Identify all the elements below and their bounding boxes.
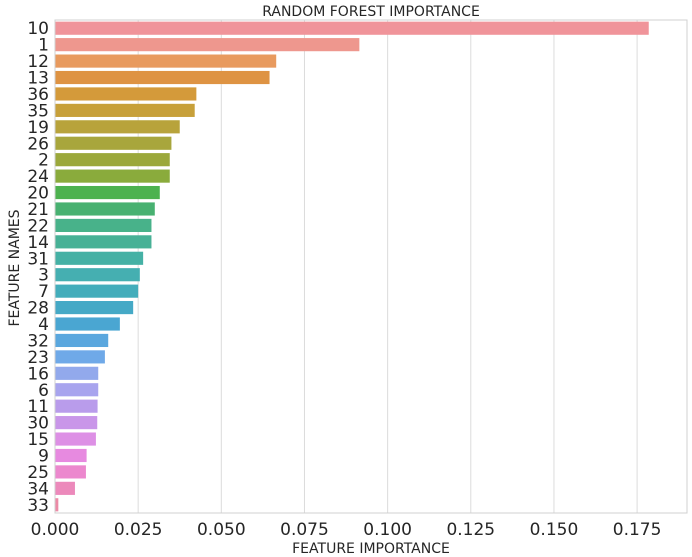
y-tick-label: 2 xyxy=(38,151,49,171)
y-tick-label: 30 xyxy=(27,414,49,434)
y-tick-label: 26 xyxy=(27,134,49,154)
x-tick-labels: 0.000 0.025 0.050 0.075 0.100 0.125 0.150 0.175 xyxy=(31,520,662,540)
y-tick-label: 23 xyxy=(27,348,49,368)
bar-feature-10 xyxy=(55,21,649,35)
bar-feature-26 xyxy=(55,136,172,150)
y-tick-label: 16 xyxy=(27,364,49,384)
bar-feature-14 xyxy=(55,235,152,249)
y-tick-label: 11 xyxy=(27,397,49,417)
y-axis-title: FEATURE NAMES xyxy=(7,209,23,326)
plot-frame xyxy=(54,19,688,514)
y-tick-label: 35 xyxy=(27,101,49,121)
y-tick-label: 19 xyxy=(27,118,49,138)
bar-feature-12 xyxy=(55,54,277,68)
y-tick-label: 36 xyxy=(27,85,49,105)
bar-feature-22 xyxy=(55,218,152,232)
y-tick-labels: 1011213363519262242021221431372843223166… xyxy=(27,19,49,516)
bar-feature-28 xyxy=(55,301,134,315)
y-tick-label: 3 xyxy=(38,266,49,286)
y-tick-label: 10 xyxy=(27,19,49,39)
bar-feature-24 xyxy=(55,169,170,183)
y-tick-label: 34 xyxy=(27,479,49,499)
y-tick-label: 22 xyxy=(27,216,49,236)
bar-feature-1 xyxy=(55,38,360,52)
y-tick-label: 25 xyxy=(27,463,49,483)
y-tick-label: 15 xyxy=(27,430,49,450)
y-tick-label: 32 xyxy=(27,331,49,351)
bar-feature-16 xyxy=(55,366,99,380)
bar-feature-36 xyxy=(55,87,197,101)
bar-feature-3 xyxy=(55,268,140,282)
bar-feature-31 xyxy=(55,251,144,265)
bar-feature-9 xyxy=(55,448,87,463)
y-tick-label: 4 xyxy=(38,315,49,335)
y-tick-label: 24 xyxy=(27,167,49,187)
bar-feature-15 xyxy=(55,432,96,446)
bar-feature-21 xyxy=(55,202,155,216)
y-tick-label: 28 xyxy=(27,299,49,319)
bar-feature-32 xyxy=(55,333,109,348)
x-tick-label: 0.075 xyxy=(280,520,329,540)
x-tick-label: 0.175 xyxy=(613,520,662,540)
y-tick-label: 20 xyxy=(27,184,49,204)
x-tick-label: 0.125 xyxy=(446,520,495,540)
bar-feature-6 xyxy=(55,383,99,397)
bar-group xyxy=(55,21,649,512)
y-tick-label: 31 xyxy=(27,249,49,269)
y-tick-label: 7 xyxy=(38,282,49,302)
y-tick-label: 21 xyxy=(27,200,49,220)
bar-feature-2 xyxy=(55,153,170,167)
y-tick-label: 13 xyxy=(27,69,49,89)
x-tick-label: 0.050 xyxy=(197,520,246,540)
x-axis-title: FEATURE IMPORTANCE xyxy=(292,541,450,557)
bar-feature-20 xyxy=(55,185,160,200)
bar-feature-4 xyxy=(55,317,120,331)
bar-feature-23 xyxy=(55,350,105,364)
bar-feature-30 xyxy=(55,416,98,430)
bar-feature-11 xyxy=(55,399,98,413)
x-tick-label: 0.150 xyxy=(530,520,579,540)
bar-feature-33 xyxy=(55,498,59,512)
x-tick-label: 0.000 xyxy=(31,520,80,540)
y-tick-label: 1 xyxy=(38,36,49,56)
y-tick-label: 33 xyxy=(27,496,49,516)
bar-feature-7 xyxy=(55,284,139,298)
x-gridlines xyxy=(54,20,638,513)
bar-feature-13 xyxy=(55,70,270,85)
y-tick-label: 12 xyxy=(27,52,49,72)
bar-feature-19 xyxy=(55,120,180,134)
chart-title: RANDOM FOREST IMPORTANCE xyxy=(262,4,480,20)
x-tick-label: 0.025 xyxy=(114,520,163,540)
y-tick-label: 6 xyxy=(38,381,49,401)
bar-feature-34 xyxy=(55,481,75,495)
y-tick-label: 9 xyxy=(38,446,49,466)
y-tick-label: 14 xyxy=(27,233,49,253)
bar-feature-25 xyxy=(55,465,86,479)
bar-feature-35 xyxy=(55,103,195,117)
x-tick-label: 0.100 xyxy=(363,520,412,540)
